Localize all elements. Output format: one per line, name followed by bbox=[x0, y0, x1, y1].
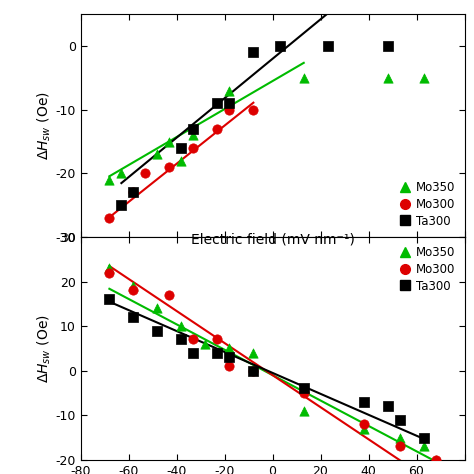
Point bbox=[118, 170, 125, 177]
Point bbox=[249, 367, 257, 374]
Point bbox=[106, 264, 113, 272]
Point bbox=[214, 336, 221, 343]
Point bbox=[384, 402, 392, 410]
Point bbox=[226, 87, 233, 94]
Point bbox=[214, 349, 221, 356]
Point bbox=[396, 434, 403, 441]
Point bbox=[324, 42, 331, 50]
Point bbox=[201, 340, 209, 348]
Point bbox=[276, 42, 283, 50]
Point bbox=[154, 150, 161, 158]
Point bbox=[142, 170, 149, 177]
Y-axis label: $\Delta H_{sw}$ (Oe): $\Delta H_{sw}$ (Oe) bbox=[35, 314, 53, 383]
Point bbox=[118, 201, 125, 209]
Point bbox=[226, 100, 233, 107]
Point bbox=[249, 106, 257, 113]
Point bbox=[165, 163, 173, 171]
Point bbox=[420, 443, 428, 450]
Text: Electric field (mV nm⁻¹): Electric field (mV nm⁻¹) bbox=[191, 232, 355, 246]
Point bbox=[154, 327, 161, 334]
Point bbox=[106, 176, 113, 183]
Point bbox=[165, 291, 173, 299]
Point bbox=[300, 407, 308, 415]
Point bbox=[226, 106, 233, 113]
Point bbox=[178, 336, 185, 343]
Point bbox=[154, 304, 161, 312]
Point bbox=[190, 131, 197, 139]
Point bbox=[420, 434, 428, 441]
Point bbox=[178, 157, 185, 164]
Point bbox=[300, 389, 308, 397]
Point bbox=[300, 74, 308, 82]
Point bbox=[214, 100, 221, 107]
Point bbox=[178, 144, 185, 152]
Point bbox=[129, 313, 137, 321]
Point bbox=[360, 398, 367, 406]
Point bbox=[106, 269, 113, 276]
Point bbox=[106, 214, 113, 222]
Point bbox=[360, 420, 367, 428]
Point bbox=[129, 189, 137, 196]
Point bbox=[178, 322, 185, 330]
Point bbox=[432, 456, 439, 464]
Point bbox=[396, 416, 403, 423]
Point bbox=[129, 287, 137, 294]
Point bbox=[300, 385, 308, 392]
Point bbox=[249, 349, 257, 356]
Point bbox=[190, 349, 197, 356]
Point bbox=[214, 125, 221, 133]
Point bbox=[249, 367, 257, 374]
Point bbox=[384, 74, 392, 82]
Point bbox=[384, 42, 392, 50]
Legend: Mo350, Mo300, Ta300: Mo350, Mo300, Ta300 bbox=[397, 178, 459, 231]
Point bbox=[396, 443, 403, 450]
Point bbox=[420, 74, 428, 82]
Point bbox=[190, 125, 197, 133]
Point bbox=[129, 282, 137, 290]
Point bbox=[190, 336, 197, 343]
Point bbox=[432, 456, 439, 464]
Point bbox=[190, 144, 197, 152]
Point bbox=[226, 354, 233, 361]
Point bbox=[226, 363, 233, 370]
Point bbox=[165, 138, 173, 146]
Point bbox=[249, 49, 257, 56]
Y-axis label: $\Delta H_{sw}$ (Oe): $\Delta H_{sw}$ (Oe) bbox=[35, 91, 53, 160]
Point bbox=[106, 296, 113, 303]
Point bbox=[360, 425, 367, 432]
Point bbox=[226, 345, 233, 352]
Legend: Mo350, Mo300, Ta300: Mo350, Mo300, Ta300 bbox=[397, 243, 459, 296]
Point bbox=[129, 189, 137, 196]
